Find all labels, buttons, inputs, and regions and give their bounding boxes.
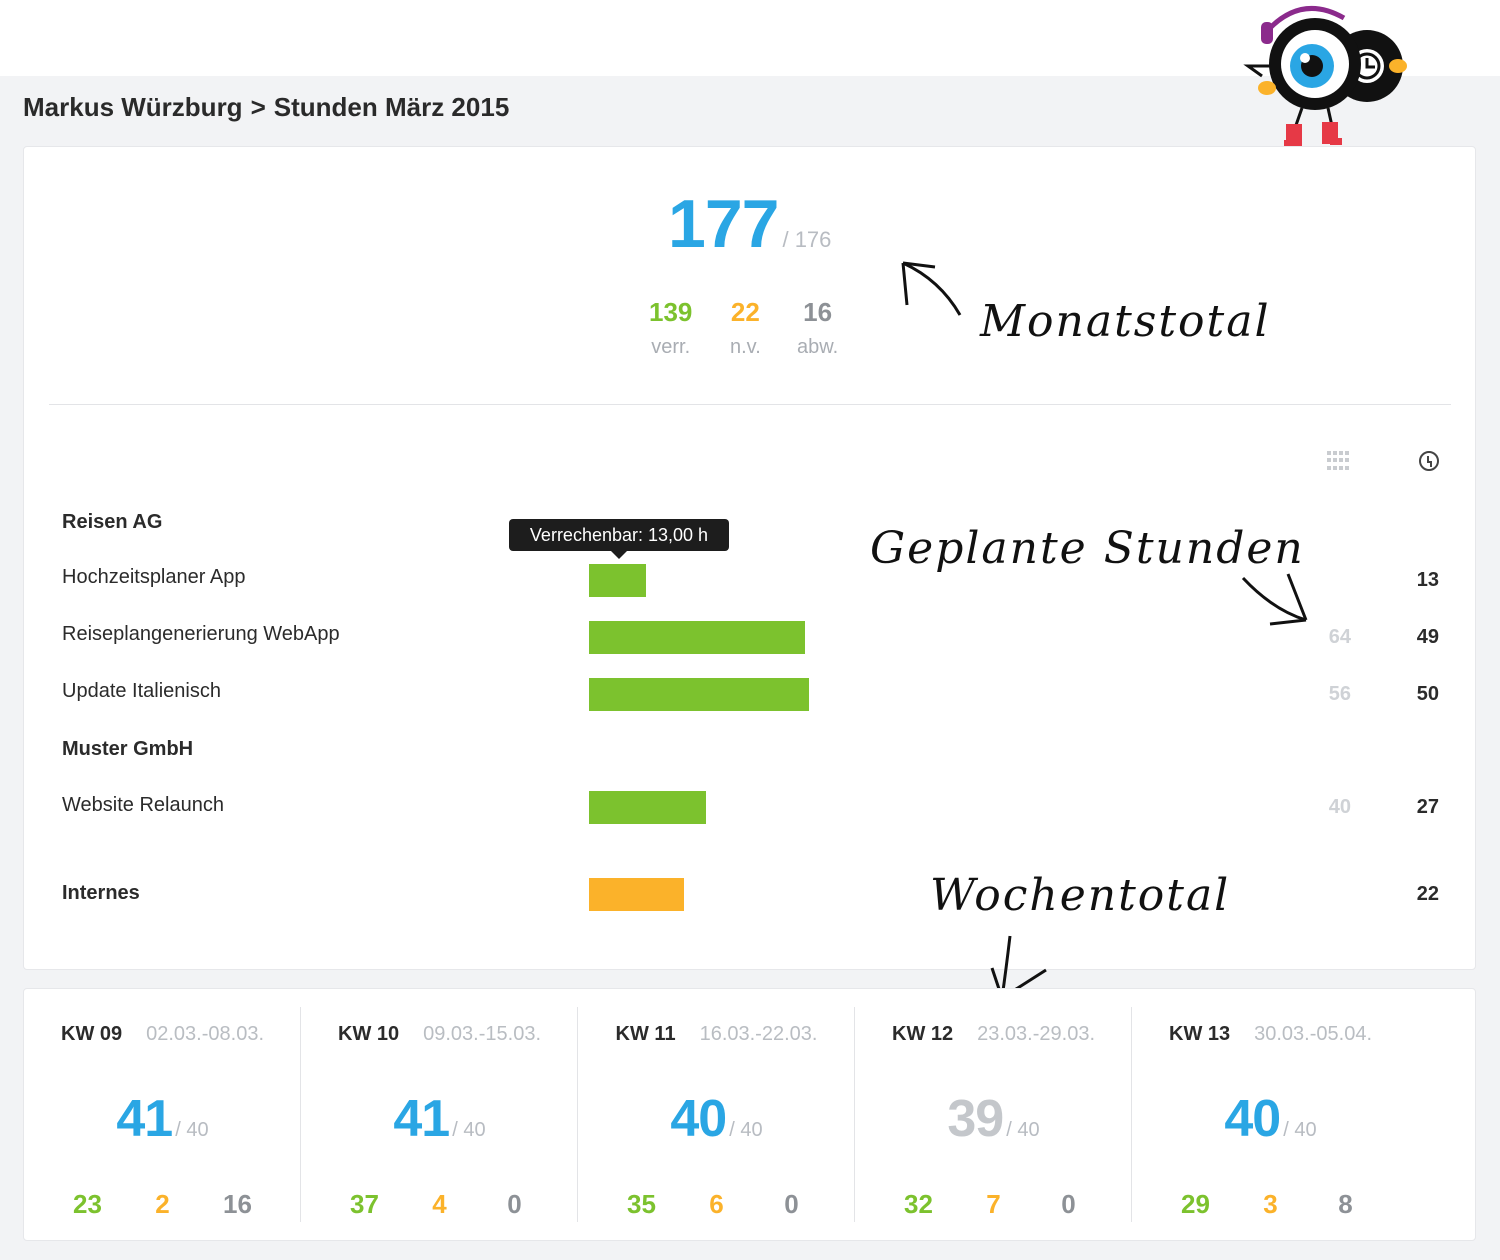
annotation-week-total: Wochentotal — [930, 870, 1231, 921]
project-name[interactable]: Reiseplangenerierung WebApp — [62, 623, 340, 645]
project-planned-hours: 40 — [1328, 796, 1351, 818]
week-verr: 29 — [1181, 1189, 1210, 1219]
week-verr: 23 — [73, 1189, 102, 1219]
week-range: 23.03.-29.03. — [977, 1023, 1095, 1045]
group-reisen-ag: Reisen AG — [62, 511, 163, 533]
week-target: / 40 — [1283, 1119, 1317, 1141]
stat-label: verr. — [651, 336, 691, 358]
page-title: Stunden März 2015 — [273, 92, 510, 122]
week-name: KW 12 — [892, 1023, 954, 1045]
column-divider — [577, 1007, 578, 1222]
project-bar[interactable] — [589, 564, 646, 597]
weekly-totals-card: KW 09 02.03.-08.03. 41/ 40 23 2 16 KW 10 09.… — [23, 988, 1476, 1241]
week-column[interactable]: KW 13 30.03.-05.04. 40/ 40 29 3 8 — [1132, 989, 1409, 1242]
project-bar[interactable] — [589, 791, 706, 824]
project-name[interactable]: Update Italienisch — [62, 680, 221, 702]
week-name: KW 11 — [615, 1023, 676, 1045]
breadcrumb-separator: > — [250, 92, 266, 122]
week-nv: 2 — [155, 1189, 170, 1219]
week-abw: 0 — [1061, 1189, 1076, 1219]
week-range: 16.03.-22.03. — [699, 1023, 818, 1045]
project-actual-hours: 49 — [1416, 626, 1439, 648]
project-actual-hours: 13 — [1416, 569, 1439, 591]
stat-label: n.v. — [730, 336, 761, 358]
stat-value: 139 — [649, 297, 693, 327]
stat-label: abw. — [797, 336, 839, 358]
week-column[interactable]: KW 09 02.03.-08.03. 41/ 40 23 2 16 — [24, 989, 301, 1242]
week-target: / 40 — [452, 1119, 486, 1141]
project-planned-hours: 56 — [1328, 683, 1351, 705]
week-total: 39 — [947, 1090, 1004, 1148]
bar-tooltip: Verrechenbar: 13,00 h — [509, 519, 729, 559]
stat-abwesend: 16 abw. — [797, 297, 838, 359]
column-divider — [1131, 1007, 1132, 1222]
project-actual-hours: 27 — [1416, 796, 1439, 818]
project-bar-internes[interactable] — [589, 878, 684, 911]
annotation-arrow-icon — [1241, 573, 1308, 626]
project-actual-hours: 50 — [1416, 683, 1439, 705]
month-summary-card: 177 / 176 139 verr. 22 n.v. 16 abw. Reis… — [23, 146, 1476, 970]
month-total: 177 / 176 — [668, 185, 831, 263]
week-total: 41 — [116, 1090, 173, 1148]
month-total-value: 177 — [668, 186, 779, 262]
week-nv: 4 — [432, 1189, 447, 1219]
week-name: KW 10 — [338, 1023, 400, 1045]
month-total-target: / 176 — [782, 227, 832, 252]
week-target: / 40 — [1006, 1119, 1040, 1141]
project-name[interactable]: Hochzeitsplaner App — [62, 566, 246, 588]
week-range: 09.03.-15.03. — [423, 1023, 541, 1045]
week-nv: 3 — [1263, 1189, 1278, 1219]
project-name[interactable]: Website Relaunch — [62, 794, 224, 816]
annotation-month-total: Monatstotal — [980, 296, 1271, 347]
week-abw: 0 — [784, 1189, 799, 1219]
week-range: 30.03.-05.04. — [1254, 1023, 1372, 1045]
stat-nicht-verrechenbar: 22 n.v. — [730, 297, 761, 359]
week-range: 02.03.-08.03. — [146, 1023, 264, 1045]
top-strip — [0, 0, 1500, 76]
column-divider — [854, 1007, 855, 1222]
project-actual-hours: 22 — [1416, 883, 1439, 905]
annotation-planned-hours: Geplante Stunden — [870, 523, 1305, 574]
week-abw: 16 — [223, 1189, 252, 1219]
group-internes: Internes — [62, 882, 140, 904]
annotation-arrow-icon — [901, 261, 962, 316]
week-target: / 40 — [729, 1119, 763, 1141]
week-verr: 35 — [627, 1189, 656, 1219]
group-muster-gmbh: Muster GmbH — [62, 738, 194, 760]
week-name: KW 13 — [1169, 1023, 1231, 1045]
grid-view-icon[interactable] — [1327, 451, 1351, 471]
project-bar[interactable] — [589, 621, 805, 654]
week-nv: 6 — [709, 1189, 724, 1219]
week-abw: 8 — [1338, 1189, 1353, 1219]
stat-verrechenbar: 139 verr. — [649, 297, 692, 359]
week-verr: 37 — [350, 1189, 379, 1219]
stat-value: 16 — [803, 297, 833, 327]
week-total: 41 — [393, 1090, 450, 1148]
eye-clock-mascot-logo — [1243, 5, 1407, 147]
week-total: 40 — [670, 1090, 727, 1148]
week-target: / 40 — [175, 1119, 209, 1141]
week-total: 40 — [1224, 1090, 1281, 1148]
week-name: KW 09 — [61, 1023, 123, 1045]
clock-icon[interactable] — [1419, 451, 1439, 471]
week-nv: 7 — [986, 1189, 1001, 1219]
week-verr: 32 — [904, 1189, 933, 1219]
divider — [49, 404, 1451, 405]
breadcrumb-person[interactable]: Markus Würzburg — [23, 92, 243, 122]
week-column[interactable]: KW 12 23.03.-29.03. 39/ 40 32 7 0 — [855, 989, 1132, 1242]
breadcrumb: Markus Würzburg > Stunden März 2015 — [23, 92, 509, 123]
stat-value: 22 — [730, 297, 760, 327]
column-divider — [300, 1007, 301, 1222]
week-abw: 0 — [507, 1189, 522, 1219]
week-column[interactable]: KW 10 09.03.-15.03. 41/ 40 37 4 0 — [301, 989, 578, 1242]
project-bar[interactable] — [589, 678, 809, 711]
project-planned-hours: 64 — [1328, 626, 1351, 648]
week-column[interactable]: KW 11 16.03.-22.03. 40/ 40 35 6 0 — [578, 989, 855, 1242]
